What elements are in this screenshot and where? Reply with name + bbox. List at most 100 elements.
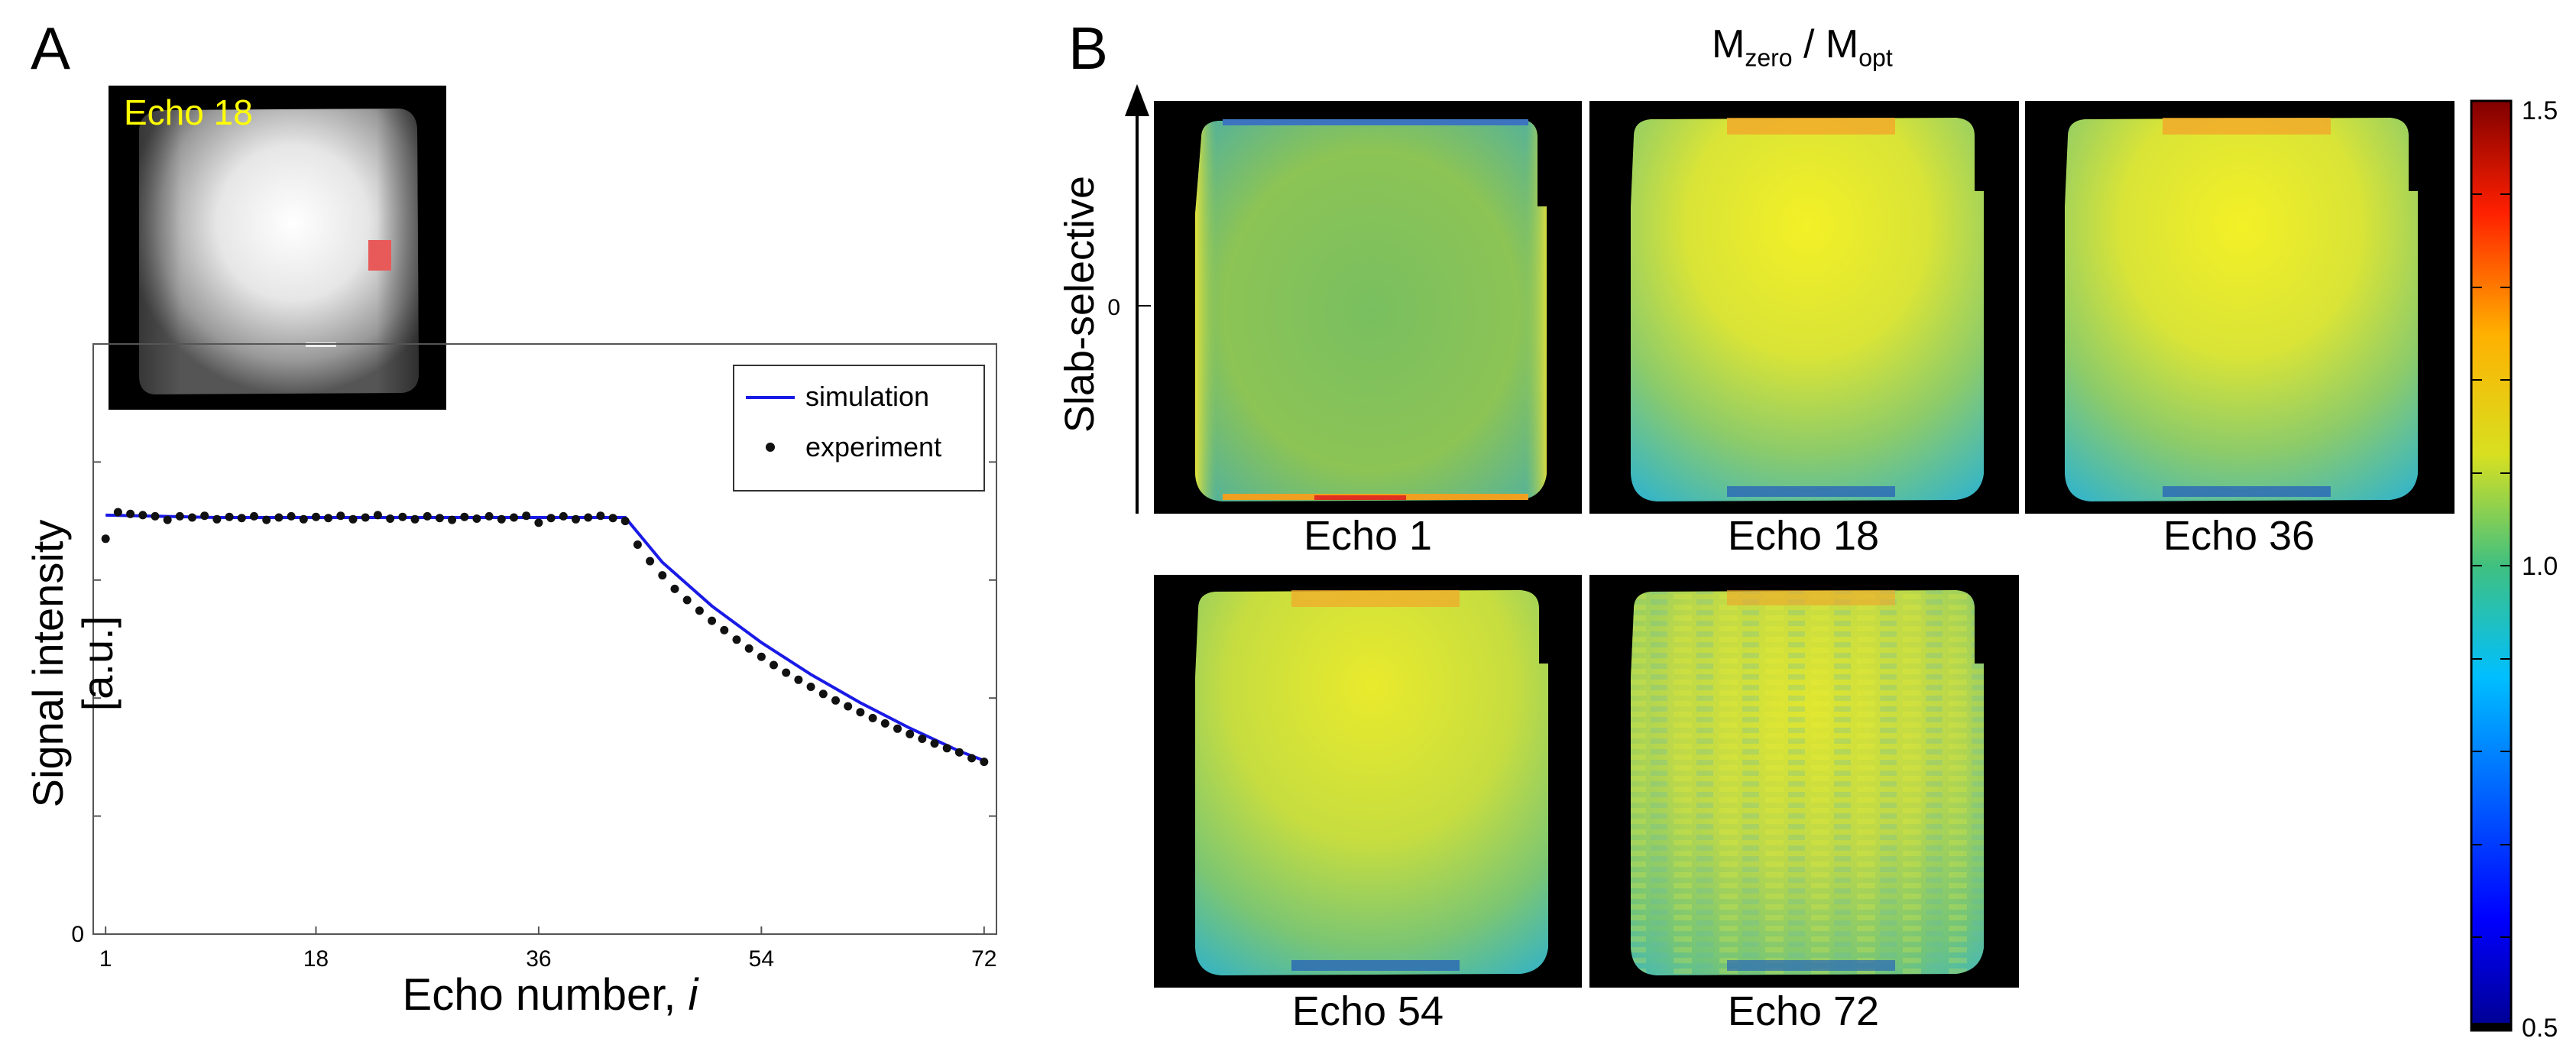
panel-b-title: Mzero / Mopt xyxy=(1712,21,1893,72)
map-label-echo-1: Echo 1 xyxy=(1303,513,1433,559)
experiment-point xyxy=(770,660,778,670)
map-label-echo-36: Echo 36 xyxy=(2163,513,2315,559)
experiment-point xyxy=(361,513,370,522)
y-ticks xyxy=(93,343,996,817)
experiment-point xyxy=(497,514,506,524)
experiment-point xyxy=(559,511,568,521)
colorbar-mid-label: 1.0 xyxy=(2522,552,2558,581)
inset-label: Echo 18 xyxy=(124,92,253,132)
colorbar-ticks xyxy=(2471,193,2511,938)
experiment-point xyxy=(386,514,395,523)
experiment-point xyxy=(522,511,531,521)
experiment-point xyxy=(126,509,135,518)
experiment-point xyxy=(844,702,853,711)
title-sep: / M xyxy=(1792,22,1859,67)
x-tick-label: 1 xyxy=(99,946,112,972)
experiment-point xyxy=(744,644,753,653)
experiment-point xyxy=(980,758,989,767)
panel-a-letter: A xyxy=(31,15,71,82)
experiment-point xyxy=(782,668,791,677)
legend-simulation-label: simulation xyxy=(805,381,929,412)
experiment-point xyxy=(287,511,296,521)
x-tick-label: 36 xyxy=(526,946,551,972)
experiment-point xyxy=(472,514,481,523)
experiment-point xyxy=(299,514,308,524)
legend: simulation experiment xyxy=(733,365,985,492)
experiment-point xyxy=(188,513,196,522)
experiment-point xyxy=(658,571,667,580)
experiment-point xyxy=(708,616,717,625)
x-ticks: 1 18 36 54 72 xyxy=(99,926,996,972)
experiment-point xyxy=(621,517,630,526)
legend-box xyxy=(733,365,985,492)
experiment-point xyxy=(312,512,320,521)
experiment-point xyxy=(930,739,939,748)
experiment-point xyxy=(906,729,915,738)
experiment-point xyxy=(572,514,580,524)
experiment-point xyxy=(806,683,815,691)
experiment-point xyxy=(410,514,420,524)
colorbar: 1.5 1.0 0.5 xyxy=(2470,96,2558,1043)
title-sub-zero: zero xyxy=(1745,44,1793,72)
colorbar-max-label: 1.5 xyxy=(2522,96,2558,125)
experiment-point xyxy=(212,514,222,524)
experiment-points xyxy=(101,508,989,767)
slab-axis-arrow xyxy=(1125,84,1149,116)
x-tick-label: 54 xyxy=(749,946,774,972)
experiment-point xyxy=(398,512,407,521)
experiment-point xyxy=(546,514,556,523)
map-echo-1 xyxy=(1154,101,1582,514)
colorbar-min-label: 0.5 xyxy=(2522,1014,2558,1043)
experiment-point xyxy=(423,511,432,521)
experiment-point xyxy=(373,511,382,520)
legend-experiment-swatch xyxy=(766,443,775,452)
experiment-point xyxy=(646,556,655,566)
experiment-point xyxy=(732,635,741,644)
experiment-point xyxy=(237,514,246,523)
experiment-point xyxy=(918,735,927,743)
experiment-point xyxy=(336,511,345,521)
experiment-point xyxy=(608,514,617,523)
inset-image xyxy=(109,86,446,410)
x-axis-title: Echo number, i xyxy=(245,969,856,1020)
experiment-point xyxy=(720,625,729,634)
experiment-point xyxy=(695,606,704,615)
signal-plot: 1 18 36 54 72 0 simulation experiment xyxy=(71,343,997,972)
experiment-point xyxy=(175,511,184,521)
slab-axis: 0 xyxy=(1107,84,1151,514)
experiment-point xyxy=(856,708,865,717)
experiment-point xyxy=(151,511,160,521)
experiment-point xyxy=(225,512,234,521)
inset-image-graphic xyxy=(109,86,446,410)
x-tick-label: 72 xyxy=(971,946,996,972)
map-echo-36 xyxy=(2025,101,2454,514)
map-label-echo-54: Echo 54 xyxy=(1291,988,1444,1034)
experiment-point xyxy=(633,540,642,549)
experiment-point xyxy=(348,514,358,524)
experiment-point xyxy=(435,514,444,523)
experiment-point xyxy=(584,513,593,522)
experiment-point xyxy=(670,584,679,593)
experiment-point xyxy=(967,754,977,763)
x-axis-title-text: Echo number, xyxy=(402,970,689,1020)
experiment-point xyxy=(534,518,543,527)
experiment-point xyxy=(101,534,110,543)
experiment-point xyxy=(113,508,122,517)
panel-b-letter: B xyxy=(1068,15,1109,82)
experiment-point xyxy=(460,512,469,521)
experiment-point xyxy=(682,595,692,605)
experiment-point xyxy=(274,513,284,522)
map-echo-18 xyxy=(1589,101,2019,514)
title-m1: M xyxy=(1712,22,1745,67)
experiment-point xyxy=(868,713,877,722)
experiment-point xyxy=(954,748,964,757)
map-label-echo-18: Echo 18 xyxy=(1727,513,1880,559)
experiment-point xyxy=(831,696,840,705)
experiment-point xyxy=(818,689,828,699)
experiment-point xyxy=(200,511,209,521)
experiment-point xyxy=(250,511,258,521)
legend-experiment-label: experiment xyxy=(805,431,941,462)
experiment-point xyxy=(880,719,889,728)
map-echo-54 xyxy=(1154,575,1582,988)
